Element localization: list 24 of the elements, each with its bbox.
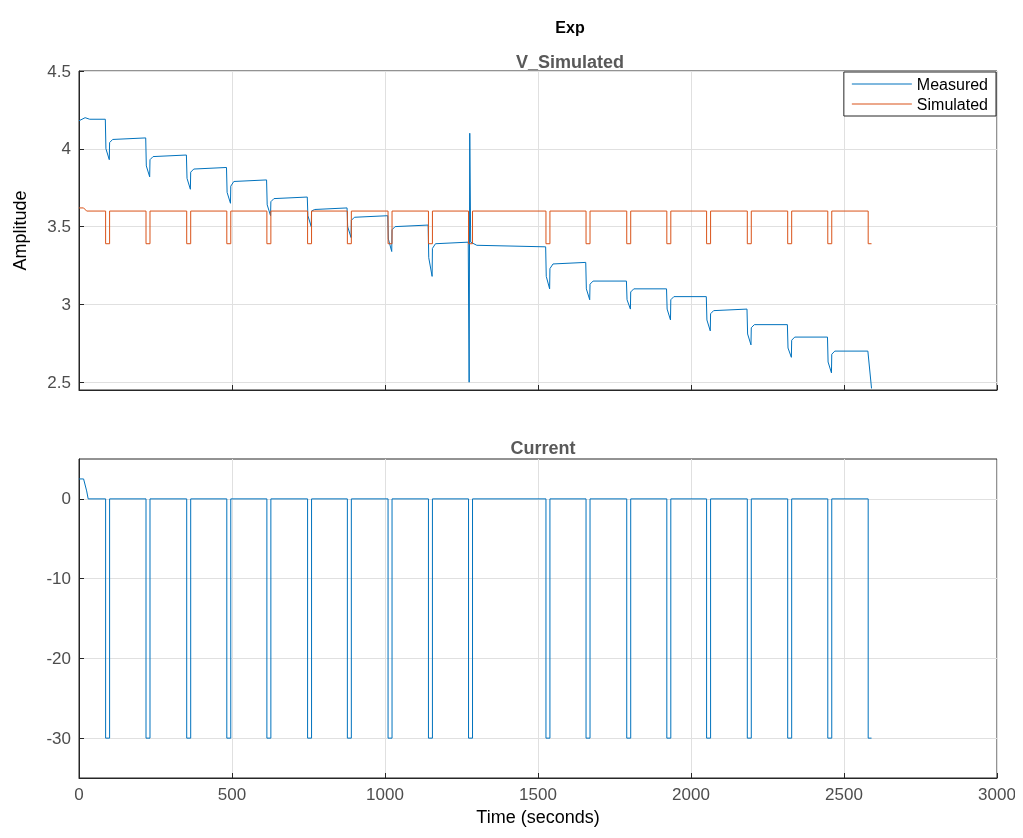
y-tick-label: 3.5 [47, 217, 71, 237]
y-tick-label: 2.5 [47, 372, 71, 392]
x-tick-label: 2500 [825, 785, 863, 804]
chart-subtitle: V_Simulated [515, 52, 625, 72]
x-axis-title: Time (seconds) [476, 807, 600, 827]
legend-label: Measured [916, 75, 989, 93]
y-tick-label: 4.5 [47, 61, 71, 81]
y-tick-label: -20 [46, 648, 71, 668]
x-tick-label: 0 [74, 785, 84, 804]
y-tick-label: -30 [46, 728, 71, 748]
x-tick-label: 1500 [519, 785, 557, 804]
line-series [78, 478, 873, 739]
x-tick-label: 3000 [978, 785, 1016, 804]
y-tick-label: 0 [61, 489, 71, 509]
y-tick-label: -10 [46, 569, 71, 589]
chart-title: Exp [555, 18, 585, 36]
x-tick-label: 500 [217, 785, 247, 804]
legend-label: Simulated [916, 95, 989, 113]
y-axis-title: Amplitude [10, 190, 30, 271]
y-tick-label: 4 [61, 139, 71, 159]
y-tick-label: 3 [61, 294, 71, 314]
x-tick-label: 1000 [366, 785, 404, 804]
x-tick-label: 2000 [672, 785, 710, 804]
chart-title: Current [510, 438, 576, 458]
